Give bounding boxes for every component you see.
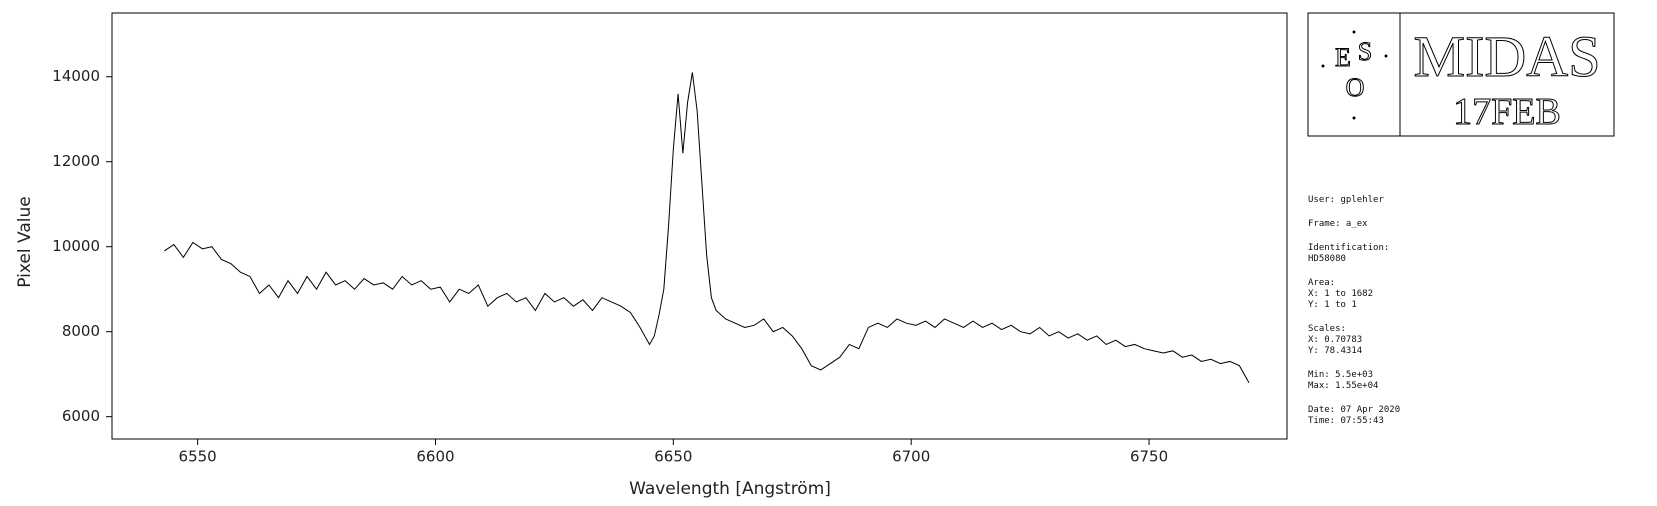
- logo-star: [1352, 116, 1356, 120]
- x-tick-label: 6550: [179, 448, 217, 466]
- logo-star: [1321, 64, 1325, 68]
- info-line: Y: 78.4314: [1308, 346, 1362, 356]
- info-line: Identification:: [1308, 243, 1389, 253]
- info-line: Date: 07 Apr 2020: [1308, 405, 1400, 415]
- info-line: User: gplehler: [1308, 195, 1384, 205]
- info-line: Min: 5.5e+03: [1308, 370, 1373, 380]
- logo-o: O: [1346, 73, 1365, 102]
- y-tick-label: 12000: [52, 152, 100, 170]
- logo-version: 17FEB: [1453, 91, 1561, 133]
- info-line: HD58080: [1308, 254, 1346, 264]
- y-tick-label: 6000: [62, 407, 100, 425]
- x-axis-label: Wavelength [Angström]: [629, 479, 831, 499]
- x-tick-label: 6750: [1130, 448, 1168, 466]
- logo-frame: [1307, 12, 1615, 137]
- logo: E S O MIDAS 17FEB: [1307, 12, 1615, 137]
- info-line: X: 1 to 1682: [1308, 289, 1373, 299]
- info-line: Scales:: [1308, 324, 1346, 334]
- y-tick-label: 8000: [62, 322, 100, 340]
- info-line: Time: 07:55:43: [1308, 416, 1384, 426]
- logo-e: E: [1335, 43, 1351, 72]
- x-tick-label: 6700: [892, 448, 930, 466]
- y-axis-label: Pixel Value: [15, 196, 35, 287]
- info-line: Area:: [1308, 278, 1335, 288]
- logo-star: [1384, 54, 1388, 58]
- info-line: Frame: a_ex: [1308, 219, 1368, 229]
- y-tick-label: 10000: [52, 237, 100, 255]
- y-tick-label: 14000: [52, 67, 100, 85]
- logo-name: MIDAS: [1414, 24, 1601, 89]
- logo-star: [1352, 30, 1356, 34]
- x-tick-label: 6650: [654, 448, 692, 466]
- info-line: Max: 1.55e+04: [1308, 381, 1378, 391]
- spectrum-line: [164, 72, 1250, 383]
- info-line: X: 0.70783: [1308, 335, 1362, 345]
- logo-s: S: [1358, 37, 1372, 66]
- x-tick-label: 6600: [416, 448, 454, 466]
- info-line: Y: 1 to 1: [1308, 300, 1357, 310]
- plot-frame: [111, 12, 1288, 440]
